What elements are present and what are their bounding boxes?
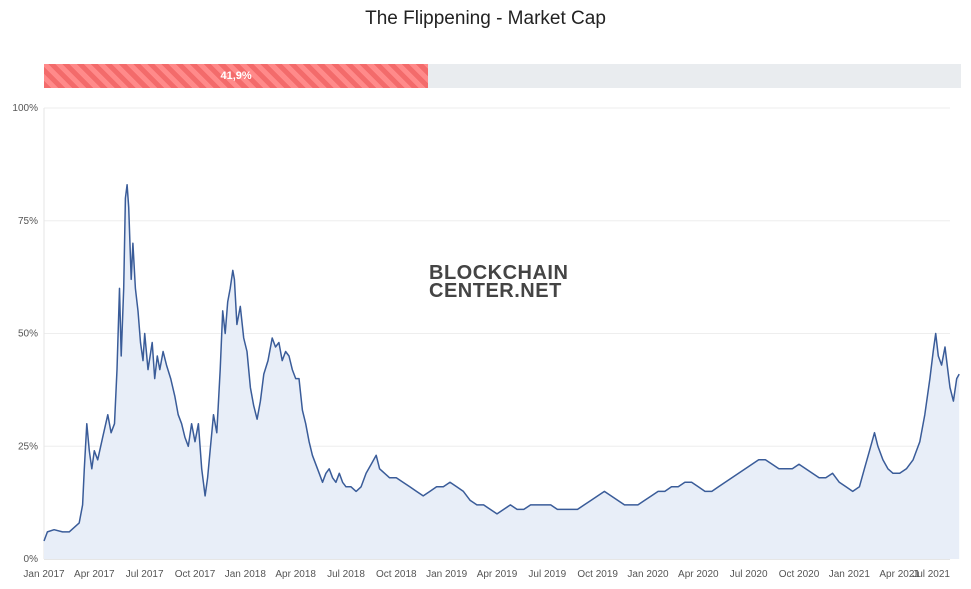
x-tick-label: Apr 2020: [678, 569, 719, 580]
y-tick-label: 0%: [24, 554, 39, 565]
x-tick-label: Jul 2020: [730, 569, 768, 580]
x-tick-label: Oct 2018: [376, 569, 417, 580]
x-tick-label: Jan 2017: [23, 569, 65, 580]
y-axis-ticks: 0% 25% 50% 75% 100%: [12, 103, 38, 565]
x-tick-label: Apr 2019: [477, 569, 518, 580]
y-tick-label: 100%: [12, 103, 38, 114]
x-tick-label: Jan 2019: [426, 569, 468, 580]
x-tick-label: Apr 2017: [74, 569, 115, 580]
x-tick-label: Jul 2018: [327, 569, 365, 580]
watermark-line-1: BLOCKCHAIN: [429, 262, 568, 284]
y-tick-label: 75%: [18, 216, 38, 227]
x-tick-label: Oct 2017: [175, 569, 216, 580]
x-tick-label: Jul 2021: [912, 569, 950, 580]
progress-bar-track: 41,9%: [44, 64, 961, 88]
series-line: [43, 183, 960, 542]
x-tick-label: Apr 2018: [275, 569, 316, 580]
progress-bar-fill: 41,9%: [44, 64, 429, 88]
x-tick-label: Apr 2021: [879, 569, 920, 580]
x-tick-label: Jul 2019: [528, 569, 566, 580]
y-tick-label: 25%: [18, 441, 38, 452]
x-tick-label: Jan 2020: [627, 569, 669, 580]
series-area-fill: [44, 184, 960, 559]
chart-title: The Flippening - Market Cap: [365, 8, 606, 29]
chart-area: [43, 183, 960, 559]
x-axis-ticks: Jan 2017 Apr 2017 Jul 2017 Oct 2017 Jan 2018…: [23, 569, 950, 580]
watermark-line-2: CENTER.NET: [429, 280, 562, 302]
x-tick-label: Jan 2018: [225, 569, 267, 580]
x-tick-label: Jul 2017: [126, 569, 164, 580]
y-tick-label: 50%: [18, 329, 38, 340]
x-tick-label: Jan 2021: [829, 569, 871, 580]
x-tick-label: Oct 2019: [577, 569, 618, 580]
x-tick-label: Oct 2020: [779, 569, 820, 580]
